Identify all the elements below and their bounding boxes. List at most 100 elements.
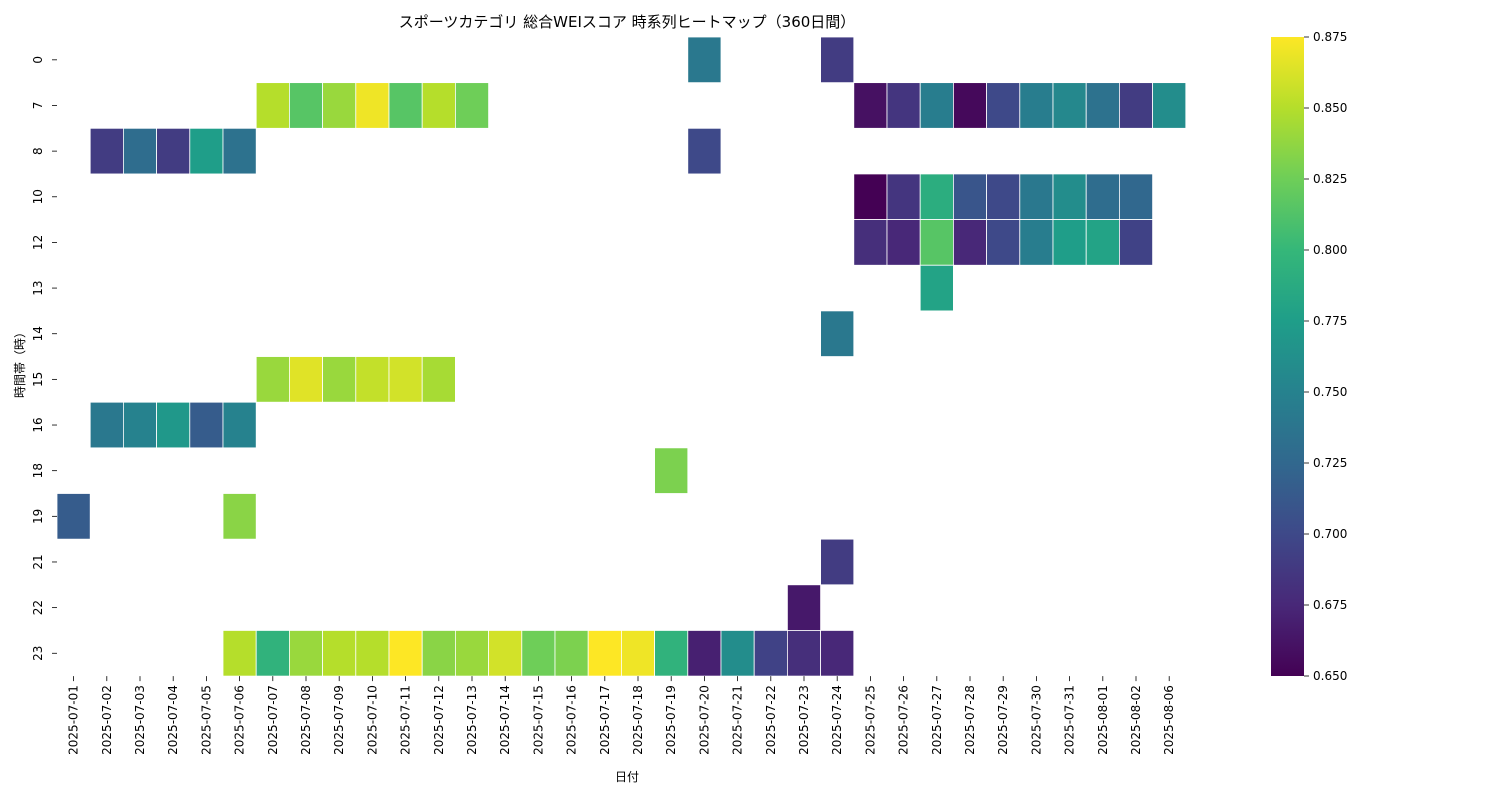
heatmap-cell [355,356,390,403]
heatmap-cell [621,630,656,677]
heatmap-cell [322,630,357,677]
heatmap-cell [853,219,888,266]
y-tick-label: 0 [31,56,45,64]
heatmap-cell [787,584,822,631]
heatmap-cell [189,127,224,175]
heatmap-cell [886,173,921,220]
x-tick-label: 2025-07-25 [863,685,877,755]
heatmap-cell [89,401,124,449]
y-tick-label: 23 [31,646,45,661]
heatmap-cells [56,36,1187,677]
heatmap-cell [753,630,788,677]
y-tick-label: 7 [31,102,45,110]
y-tick-label: 13 [31,280,45,295]
x-tick-label: 2025-07-19 [664,685,678,755]
x-tick-label: 2025-07-28 [963,685,977,755]
colorbar-tick-label: 0.825 [1313,172,1347,186]
x-axis-ticks: 2025-07-01 2025-07-02 2025-07-03 2025-07-04… [67,676,1176,755]
heatmap-cell [1085,173,1120,220]
x-tick-label: 2025-07-29 [996,685,1010,755]
heatmap-cell [255,630,290,677]
x-tick-label: 2025-07-20 [697,685,711,755]
heatmap-cell [687,127,722,175]
x-tick-label: 2025-07-27 [930,685,944,755]
heatmap-cell [820,36,855,84]
x-tick-label: 2025-07-12 [432,685,446,755]
x-tick-label: 2025-07-14 [498,685,512,755]
x-tick-label: 2025-07-17 [598,685,612,755]
heatmap-cell [322,82,357,129]
x-tick-label: 2025-07-05 [199,685,213,755]
heatmap-cell [687,36,722,84]
x-tick-label: 2025-07-04 [166,685,180,755]
x-tick-label: 2025-07-24 [830,685,844,755]
heatmap-cell [1019,173,1054,220]
heatmap-cell [986,173,1021,220]
heatmap-cell [886,82,921,129]
heatmap-cell [488,630,523,677]
colorbar-tick-label: 0.800 [1313,243,1347,257]
heatmap-cell [222,493,257,540]
y-axis-ticks: 0 7 8 10 12 13 14 15 16 18 19 21 22 23 [31,56,57,661]
heatmap-cell [222,401,257,449]
heatmap-cell [521,630,556,677]
heatmap-cell [255,82,290,129]
heatmap-cell [1119,173,1154,220]
x-tick-label: 2025-07-09 [332,685,346,755]
heatmap-cell [1119,219,1154,266]
heatmap-cell [953,82,988,129]
heatmap-cell [1019,82,1054,129]
x-tick-label: 2025-07-02 [100,685,114,755]
x-tick-label: 2025-07-30 [1029,685,1043,755]
y-tick-label: 21 [31,554,45,569]
y-tick-label: 8 [31,147,45,155]
heatmap-cell [919,173,954,220]
y-tick-label: 22 [31,600,45,615]
colorbar-tick-label: 0.700 [1313,527,1347,541]
colorbar: 0.650 0.675 0.700 0.725 0.750 0.775 0.800 0.825… [1271,30,1347,683]
heatmap-cell [388,630,423,677]
heatmap-cell [1085,82,1120,129]
x-tick-label: 2025-07-06 [233,685,247,755]
x-tick-label: 2025-08-01 [1096,685,1110,755]
heatmap-cell [919,219,954,266]
chart-title: スポーツカテゴリ 総合WEIスコア 時系列ヒートマップ（360日間） [399,13,856,31]
heatmap-cell [853,173,888,220]
y-tick-label: 14 [31,326,45,341]
heatmap-cell [421,630,456,677]
heatmap-cell [388,82,423,129]
heatmap-cell [986,82,1021,129]
heatmap-cell [454,82,489,129]
heatmap-cell [654,630,689,677]
x-tick-label: 2025-07-08 [299,685,313,755]
x-tick-label: 2025-07-15 [531,685,545,755]
heatmap-cell [986,219,1021,266]
y-axis-label: 時間帯（時） [13,326,27,398]
x-axis-label: 日付 [615,770,639,784]
x-tick-label: 2025-07-16 [565,685,579,755]
colorbar-tick-label: 0.850 [1313,101,1347,115]
heatmap-cell [1052,173,1087,220]
colorbar-tick-label: 0.750 [1313,385,1347,399]
heatmap-cell [1019,219,1054,266]
colorbar-ticks: 0.650 0.675 0.700 0.725 0.750 0.775 0.800 0.825… [1304,30,1347,683]
y-tick-label: 16 [31,417,45,432]
x-tick-label: 2025-07-03 [133,685,147,755]
x-tick-label: 2025-07-18 [631,685,645,755]
heatmap-cell [886,219,921,266]
x-tick-label: 2025-07-21 [731,685,745,755]
heatmap-cell [1152,82,1187,129]
heatmap-cell [720,630,755,677]
colorbar-tick-label: 0.650 [1313,669,1347,683]
heatmap-cell [587,630,622,677]
x-tick-label: 2025-08-02 [1129,685,1143,755]
heatmap-cell [222,127,257,175]
colorbar-tick-label: 0.725 [1313,456,1347,470]
heatmap-cell [421,356,456,403]
heatmap-cell [820,630,855,677]
x-tick-label: 2025-07-10 [365,685,379,755]
x-tick-label: 2025-07-07 [266,685,280,755]
heatmap-cell [123,401,158,449]
heatmap-cell [388,356,423,403]
